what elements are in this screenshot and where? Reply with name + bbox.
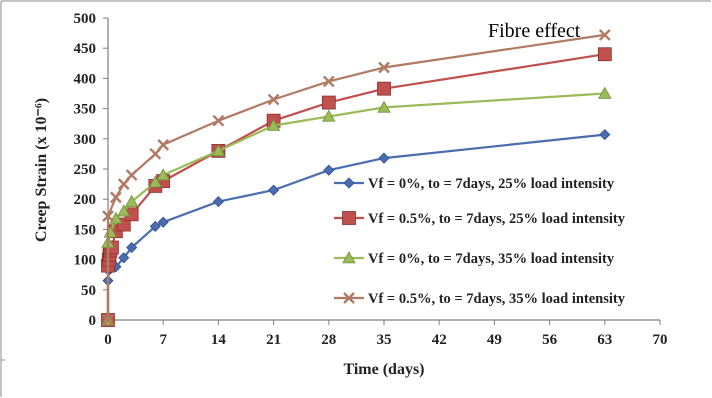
legend-marker <box>343 177 355 189</box>
y-tick-label: 150 <box>74 222 97 238</box>
data-point <box>212 114 225 127</box>
annotation-fibre-effect: Fibre effect <box>488 20 581 42</box>
data-point <box>323 164 335 176</box>
y-tick-label: 200 <box>74 192 97 208</box>
data-point <box>124 194 139 207</box>
x-tick-label: 63 <box>597 332 612 348</box>
legend-marker <box>342 211 356 225</box>
data-point <box>212 196 224 208</box>
legend-label: Vf = 0%, to = 7days, 35% load intensity <box>368 251 615 267</box>
data-point <box>322 109 336 122</box>
marker-stroke <box>598 29 611 41</box>
x-tick-label: 28 <box>321 332 336 348</box>
data-point <box>268 184 280 196</box>
data-point <box>321 95 336 110</box>
data-point <box>118 252 130 264</box>
series-line <box>106 92 605 320</box>
data-point <box>149 220 161 232</box>
data-point <box>598 86 612 99</box>
axes <box>107 18 660 321</box>
data-point <box>102 314 114 326</box>
series-group <box>101 29 612 327</box>
x-tick-label: 0 <box>104 332 112 348</box>
x-tick-label: 42 <box>432 332 447 348</box>
legend-marker <box>342 251 356 264</box>
data-point <box>125 169 138 181</box>
y-tick-label: 500 <box>74 11 97 27</box>
data-point <box>267 93 280 106</box>
x-tick-label: 14 <box>211 332 227 348</box>
marker-stroke <box>117 178 130 190</box>
legend-item-2: Vf = 0.5%, to = 7days, 25% load intensit… <box>334 211 626 227</box>
y-tick-label: 350 <box>74 102 97 118</box>
x-tick-label: 56 <box>542 332 558 348</box>
x-ticks: 0 7 14 21 28 35 42 49 56 63 70 <box>104 320 668 348</box>
data-point <box>322 75 335 88</box>
y-tick-label: 0 <box>89 313 97 329</box>
data-point <box>157 138 170 151</box>
data-point <box>597 47 612 62</box>
legend-marker <box>343 292 355 304</box>
x-axis-title: Time (days) <box>343 361 424 378</box>
legend-label: Vf = 0.5%, to = 7days, 25% load intensit… <box>368 211 626 227</box>
y-axis-title: Creep Strain (x 10⁻⁶) <box>33 98 50 242</box>
legend-item-4: Vf = 0.5%, to = 7days, 35% load intensit… <box>334 291 626 307</box>
legend-item-1: Vf = 0%, to = 7days, 25% load intensity <box>334 176 615 192</box>
x-tick-label: 49 <box>487 332 502 348</box>
marker-stroke <box>125 169 138 181</box>
marker-stroke <box>110 191 122 204</box>
legend-label: Vf = 0.5%, to = 7days, 35% load intensit… <box>368 291 626 307</box>
x-tick-label: 7 <box>159 332 167 348</box>
data-point <box>149 148 162 160</box>
series-3 <box>101 86 612 326</box>
marker-stroke <box>343 292 355 304</box>
legend-label: Vf = 0%, to = 7days, 25% load intensity <box>368 176 615 192</box>
data-point <box>148 175 162 188</box>
data-point <box>102 210 114 222</box>
data-point <box>378 152 390 164</box>
x-tick-label: 35 <box>377 332 392 348</box>
data-point <box>377 81 391 96</box>
marker-stroke <box>212 114 225 127</box>
y-tick-label: 300 <box>74 132 97 148</box>
y-ticks: 0 50 100 150 200 250 300 350 400 450 500 <box>74 11 108 329</box>
data-point <box>266 118 281 131</box>
data-point <box>117 204 131 217</box>
data-point <box>157 216 169 228</box>
y-tick-label: 100 <box>74 253 97 269</box>
marker-stroke <box>102 314 114 326</box>
data-point <box>377 100 391 113</box>
y-tick-label: 450 <box>74 41 97 57</box>
data-point <box>598 29 611 41</box>
series-2 <box>101 47 612 327</box>
data-point <box>378 61 390 74</box>
x-tick-label: 70 <box>653 332 668 348</box>
marker-stroke <box>322 75 335 88</box>
y-tick-label: 400 <box>74 71 97 87</box>
data-point <box>110 191 122 204</box>
marker-stroke <box>157 138 170 151</box>
x-tick-label: 21 <box>266 332 281 348</box>
data-point <box>126 241 138 254</box>
data-point <box>211 144 226 157</box>
marker-stroke <box>149 148 162 160</box>
data-point <box>117 178 130 190</box>
legend-item-3: Vf = 0%, to = 7days, 35% load intensity <box>334 251 615 267</box>
data-point <box>156 168 170 181</box>
data-point <box>599 129 611 141</box>
marker-stroke <box>378 61 390 74</box>
legend: Vf = 0%, to = 7days, 25% load intensity V… <box>334 176 626 307</box>
y-tick-label: 50 <box>81 283 96 299</box>
marker-stroke <box>267 93 280 106</box>
marker-stroke <box>102 210 114 222</box>
y-tick-label: 250 <box>74 162 97 178</box>
series-4 <box>102 29 611 326</box>
